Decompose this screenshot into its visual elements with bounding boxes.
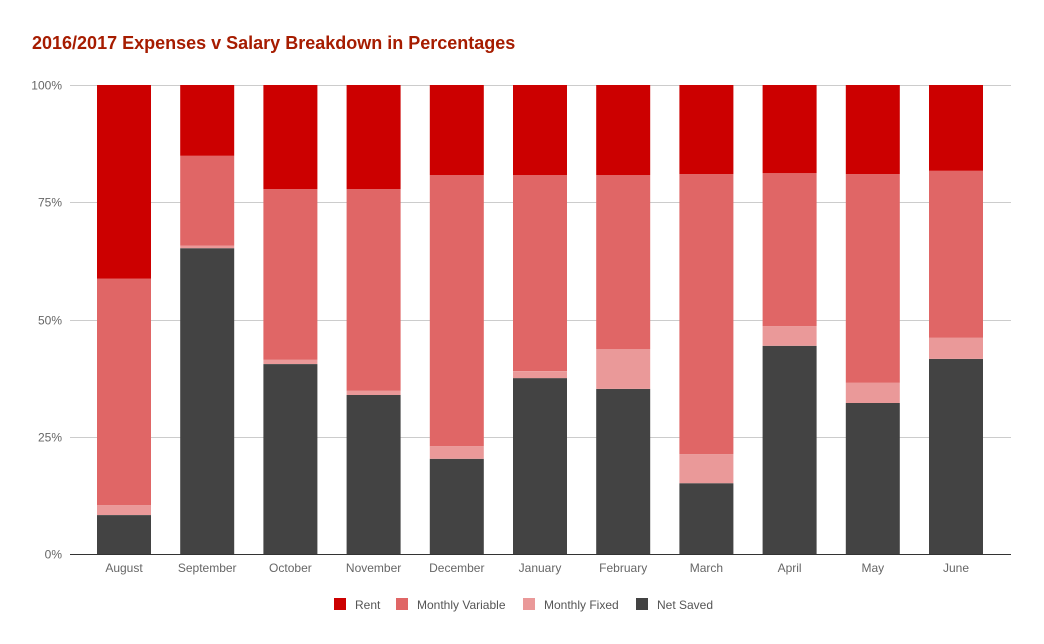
legend-label: Net Saved bbox=[657, 598, 713, 612]
bar-segment-rent bbox=[929, 85, 983, 171]
bar-segment-net-saved bbox=[513, 378, 567, 554]
bar-segment-rent bbox=[596, 85, 651, 175]
bar-segment-net-saved bbox=[97, 515, 151, 554]
bar-segment-monthly-variable bbox=[929, 170, 983, 338]
bar-segment-monthly-fixed bbox=[762, 326, 817, 346]
bar-segment-rent bbox=[263, 85, 318, 190]
bar-segment-rent bbox=[845, 85, 900, 175]
legend: Rent Monthly Variable Monthly Fixed Net Sav… bbox=[334, 598, 713, 612]
y-tick-label: 0% bbox=[45, 548, 63, 562]
y-tick-label: 100% bbox=[31, 79, 62, 93]
x-tick-label: September bbox=[178, 561, 237, 575]
legend-swatch bbox=[396, 598, 408, 610]
legend-item[interactable]: Net Saved bbox=[636, 598, 713, 612]
bar-segment-rent bbox=[762, 85, 817, 174]
bar-segment-net-saved bbox=[429, 458, 484, 554]
legend-swatch bbox=[334, 598, 346, 610]
bar-segment-monthly-fixed bbox=[346, 390, 401, 395]
bar-segment-net-saved bbox=[346, 395, 401, 554]
legend-label: Monthly Variable bbox=[417, 598, 506, 612]
bar-segment-monthly-variable bbox=[596, 175, 651, 349]
bar-segment-monthly-fixed bbox=[513, 371, 567, 379]
x-tick-label: April bbox=[778, 561, 802, 575]
bar-segment-rent bbox=[513, 85, 567, 175]
x-tick-label: February bbox=[599, 561, 647, 575]
bar-segment-rent bbox=[97, 85, 151, 279]
y-tick-label: 50% bbox=[38, 314, 62, 328]
legend-label: Rent bbox=[355, 598, 381, 612]
legend-swatch bbox=[636, 598, 648, 610]
x-tick-label: December bbox=[429, 561, 484, 575]
bar-segment-monthly-fixed bbox=[263, 359, 318, 364]
bar-segment-rent bbox=[679, 85, 734, 175]
bar-segment-monthly-variable bbox=[762, 173, 817, 327]
bar-segment-rent bbox=[346, 85, 401, 190]
x-tick-label: January bbox=[519, 561, 562, 575]
bar-segment-net-saved bbox=[929, 358, 983, 554]
x-tick-label: June bbox=[943, 561, 969, 575]
bar-segment-rent bbox=[429, 85, 484, 175]
bar-segment-rent bbox=[180, 85, 235, 156]
y-tick-label: 25% bbox=[38, 431, 62, 445]
chart-title: 2016/2017 Expenses v Salary Breakdown in… bbox=[32, 33, 516, 53]
bar-segment-monthly-variable bbox=[679, 174, 734, 455]
x-tick-label: March bbox=[690, 561, 723, 575]
legend-item[interactable]: Monthly Fixed bbox=[523, 598, 619, 612]
x-tick-label: October bbox=[269, 561, 312, 575]
bar-segment-monthly-fixed bbox=[97, 505, 151, 515]
bar-segment-monthly-variable bbox=[845, 174, 900, 383]
bar-segment-monthly-fixed bbox=[679, 454, 734, 484]
bar-segment-monthly-fixed bbox=[845, 382, 900, 403]
legend-swatch bbox=[523, 598, 535, 610]
bar-segment-net-saved bbox=[263, 364, 318, 554]
bar-segment-monthly-variable bbox=[97, 278, 151, 506]
bar-segment-net-saved bbox=[845, 403, 900, 554]
bar-segment-net-saved bbox=[762, 345, 817, 554]
y-tick-label: 75% bbox=[38, 196, 62, 210]
bar-segment-net-saved bbox=[180, 248, 235, 554]
bars bbox=[97, 85, 983, 554]
y-axis: 0% 25% 50% 75% 100% bbox=[31, 79, 62, 562]
bar-segment-monthly-fixed bbox=[596, 349, 651, 389]
bar-segment-monthly-variable bbox=[513, 175, 567, 371]
legend-item[interactable]: Monthly Variable bbox=[396, 598, 506, 612]
bar-segment-monthly-fixed bbox=[180, 245, 235, 249]
x-axis: August September October November December Ja… bbox=[70, 554, 1011, 575]
bar-segment-net-saved bbox=[679, 483, 734, 554]
legend-item[interactable]: Rent bbox=[334, 598, 381, 612]
legend-label: Monthly Fixed bbox=[544, 598, 619, 612]
bar-segment-monthly-variable bbox=[263, 189, 318, 360]
bar-segment-monthly-variable bbox=[180, 155, 235, 246]
bar-segment-monthly-fixed bbox=[429, 446, 484, 459]
bar-segment-monthly-fixed bbox=[929, 337, 983, 359]
bar-segment-net-saved bbox=[596, 388, 651, 554]
bar-segment-monthly-variable bbox=[429, 175, 484, 447]
x-tick-label: August bbox=[105, 561, 143, 575]
bar-segment-monthly-variable bbox=[346, 189, 401, 391]
x-tick-label: May bbox=[861, 561, 884, 575]
x-tick-label: November bbox=[346, 561, 401, 575]
